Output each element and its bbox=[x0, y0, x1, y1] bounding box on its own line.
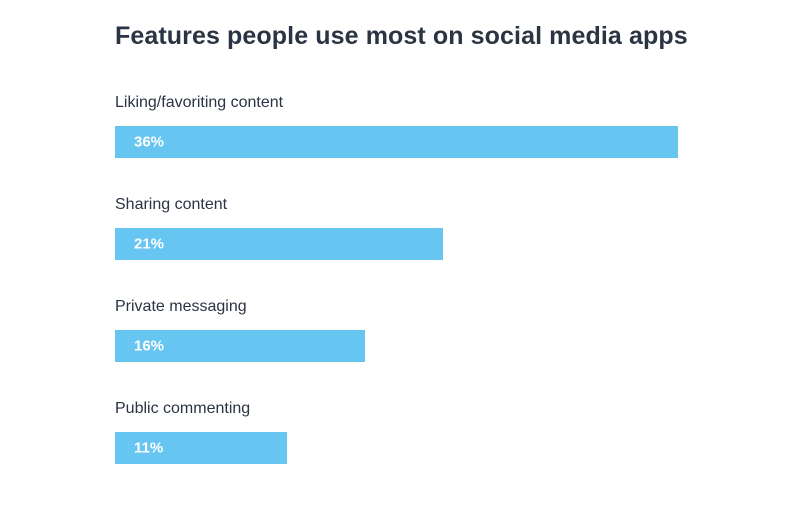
category-label: Public commenting bbox=[115, 400, 251, 417]
data-label: 21% bbox=[134, 235, 165, 253]
bar: 21% bbox=[115, 228, 443, 260]
bar: 11% bbox=[115, 432, 287, 464]
bar: 36% bbox=[115, 126, 678, 158]
bar: 16% bbox=[115, 330, 365, 362]
data-label: 11% bbox=[134, 439, 164, 457]
data-label: 36% bbox=[134, 133, 165, 151]
category-label: Sharing content bbox=[115, 196, 228, 213]
category-label: Private messaging bbox=[115, 298, 247, 315]
data-label: 16% bbox=[134, 337, 165, 355]
chart-title: Features people use most on social media… bbox=[115, 22, 688, 50]
category-label: Liking/favoriting content bbox=[115, 94, 284, 111]
